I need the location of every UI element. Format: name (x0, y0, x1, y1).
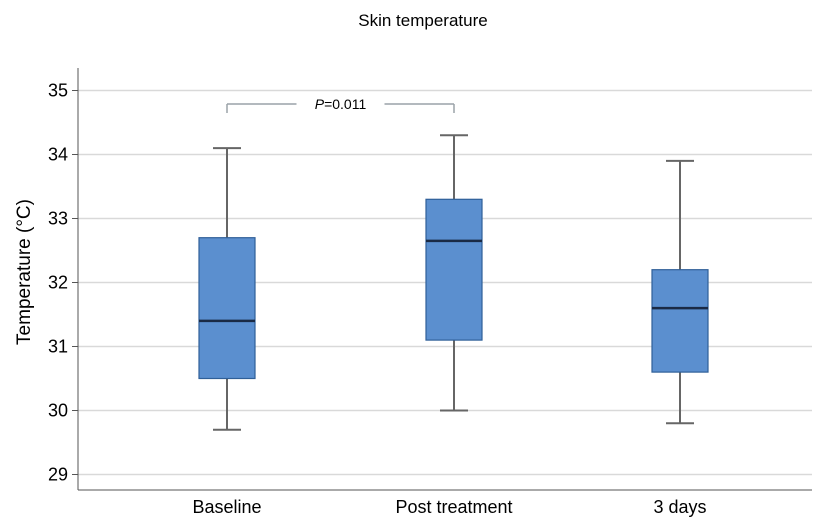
x-category-label: 3 days (653, 497, 706, 517)
box-3-days (651, 159, 709, 425)
boxes (198, 134, 709, 431)
y-tick-label: 29 (48, 465, 68, 485)
x-category-label: Baseline (192, 497, 261, 517)
iqr-box (198, 237, 256, 380)
y-tick-labels: 29 30 31 32 33 34 35 (48, 81, 68, 485)
axes (72, 68, 812, 491)
y-axis-label: Temperature (°C) (14, 199, 35, 345)
iqr-box (651, 269, 709, 373)
iqr-box (425, 198, 483, 341)
p-value-label: P=0.011 (315, 96, 367, 112)
y-tick-label: 35 (48, 81, 68, 101)
y-tick-label: 30 (48, 401, 68, 421)
chart-title: Skin temperature (358, 11, 487, 30)
annotations: P=0.011 (226, 96, 455, 113)
y-tick-label: 31 (48, 337, 68, 357)
y-tick-label: 32 (48, 273, 68, 293)
x-category-label: Post treatment (395, 497, 512, 517)
category-labels: Baseline Post treatment 3 days (192, 497, 706, 517)
y-tick-label: 34 (48, 145, 68, 165)
box-baseline (198, 147, 256, 431)
y-tick-label: 33 (48, 209, 68, 229)
significance-bracket: P=0.011 (226, 96, 455, 113)
box-post-treatment (425, 134, 483, 412)
